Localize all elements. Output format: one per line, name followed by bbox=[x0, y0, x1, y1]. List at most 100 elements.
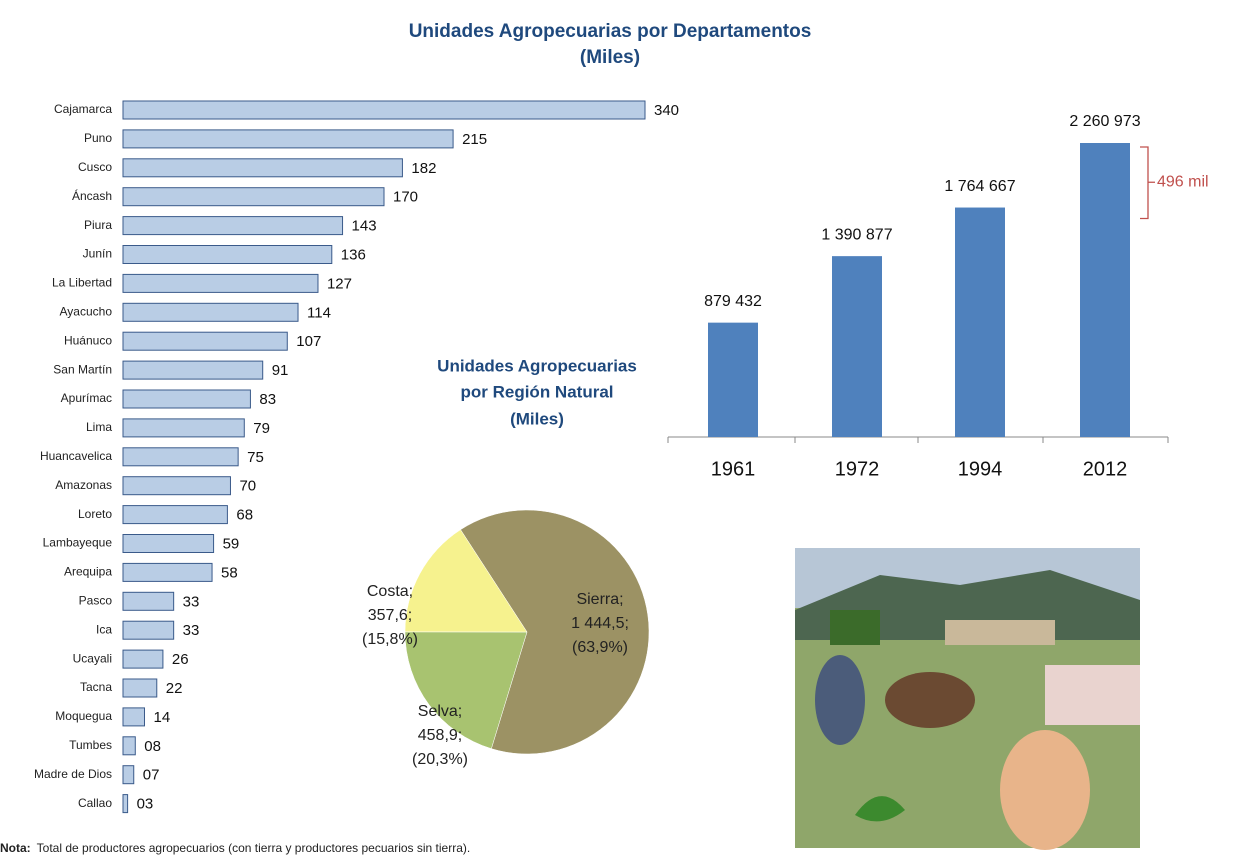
note-text: Total de productores agropecuarios (con … bbox=[37, 841, 471, 855]
bar bbox=[123, 477, 230, 495]
y-tick-label: Junín bbox=[83, 247, 112, 261]
y-tick-label: Puno bbox=[84, 131, 112, 145]
data-label: (20,3%) bbox=[412, 751, 468, 768]
photo-tractor bbox=[830, 610, 880, 645]
photo-animals bbox=[1045, 665, 1140, 725]
bar bbox=[123, 592, 174, 610]
bar bbox=[123, 419, 244, 437]
bar bbox=[123, 535, 214, 553]
data-label: 08 bbox=[144, 738, 161, 755]
bar bbox=[123, 650, 163, 668]
photo-house bbox=[945, 620, 1055, 645]
y-tick-label: Huancavelica bbox=[40, 449, 112, 463]
data-label: 33 bbox=[183, 593, 200, 610]
bar bbox=[123, 506, 227, 524]
data-label: Costa; bbox=[367, 583, 413, 600]
y-tick-label: Lima bbox=[86, 420, 112, 434]
y-tick-label: Cusco bbox=[78, 160, 112, 174]
bar bbox=[123, 332, 287, 350]
bar bbox=[123, 795, 128, 813]
data-label: 1 444,5; bbox=[571, 615, 629, 632]
data-label: 59 bbox=[223, 535, 240, 552]
data-label: 357,6; bbox=[368, 607, 412, 624]
data-label: 58 bbox=[221, 564, 238, 581]
data-label: 127 bbox=[327, 275, 352, 292]
x-tick-label: 2012 bbox=[1083, 458, 1128, 480]
pie-title-line: Unidades Agropecuarias bbox=[437, 356, 637, 375]
data-label: 143 bbox=[352, 218, 377, 235]
note-label: Nota: bbox=[0, 841, 31, 855]
data-label: (63,9%) bbox=[572, 639, 628, 656]
data-label: 1 764 667 bbox=[944, 178, 1015, 195]
chart-title: Unidades Agropecuarias por Departamentos bbox=[409, 21, 812, 42]
data-label: 70 bbox=[239, 478, 256, 495]
bar bbox=[123, 679, 157, 697]
y-tick-label: La Libertad bbox=[52, 276, 112, 290]
data-label: 91 bbox=[272, 362, 289, 379]
bar bbox=[123, 390, 250, 408]
data-label: (15,8%) bbox=[362, 631, 418, 648]
data-label: 215 bbox=[462, 131, 487, 148]
annotation: 496 mil bbox=[1157, 173, 1209, 190]
y-tick-label: Callao bbox=[78, 796, 112, 810]
y-tick-label: Loreto bbox=[78, 507, 112, 521]
annotation-bracket bbox=[1140, 147, 1155, 219]
data-label: 2 260 973 bbox=[1069, 113, 1140, 130]
data-label: 75 bbox=[247, 449, 264, 466]
bar bbox=[123, 708, 144, 726]
x-tick-label: 1972 bbox=[835, 458, 880, 480]
y-tick-label: Madre de Dios bbox=[34, 767, 112, 781]
data-label: 114 bbox=[307, 304, 331, 321]
bar bbox=[123, 361, 263, 379]
data-label: 1 390 877 bbox=[821, 226, 892, 243]
data-label: 458,9; bbox=[418, 727, 462, 744]
y-tick-label: Amazonas bbox=[55, 478, 112, 492]
photo-farmer bbox=[815, 655, 865, 745]
data-label: 136 bbox=[341, 246, 366, 263]
note: Nota: Total de productores agropecuarios … bbox=[0, 841, 470, 855]
bar bbox=[123, 737, 135, 755]
data-label: 68 bbox=[236, 507, 253, 524]
data-label: 33 bbox=[183, 622, 200, 639]
bar bbox=[708, 323, 758, 437]
y-tick-label: San Martín bbox=[53, 362, 112, 376]
y-tick-label: Arequipa bbox=[64, 565, 112, 579]
data-label: 170 bbox=[393, 189, 418, 206]
bar bbox=[123, 101, 645, 119]
bar bbox=[123, 217, 343, 235]
chart: Unidades Agropecuarias por Departamentos… bbox=[0, 0, 1236, 859]
data-label: 879 432 bbox=[704, 293, 762, 310]
y-tick-label: Cajamarca bbox=[54, 102, 112, 116]
page: {"chart_data": [ {"type": "bar", "orient… bbox=[0, 0, 1236, 859]
bar bbox=[123, 130, 453, 148]
y-tick-label: Apurímac bbox=[61, 391, 112, 405]
bar bbox=[123, 188, 384, 206]
data-label: 107 bbox=[296, 333, 321, 350]
x-tick-label: 1994 bbox=[958, 458, 1003, 480]
y-tick-label: Ica bbox=[96, 622, 112, 636]
bar bbox=[832, 256, 882, 437]
y-tick-label: Ucayali bbox=[73, 651, 112, 665]
y-tick-label: Tacna bbox=[80, 680, 112, 694]
pie-subtitle: (Miles) bbox=[510, 409, 564, 428]
y-tick-label: Moquegua bbox=[55, 709, 112, 723]
x-tick-label: 1961 bbox=[711, 458, 756, 480]
data-label: 182 bbox=[411, 160, 436, 177]
data-label: 26 bbox=[172, 651, 189, 668]
y-tick-label: Pasco bbox=[79, 593, 113, 607]
data-label: 79 bbox=[253, 420, 270, 437]
y-tick-label: Piura bbox=[84, 218, 112, 232]
bar bbox=[123, 448, 238, 466]
bar bbox=[123, 621, 174, 639]
data-label: 07 bbox=[143, 767, 160, 784]
data-label: Selva; bbox=[418, 703, 462, 720]
bar bbox=[123, 246, 332, 264]
data-label: 22 bbox=[166, 680, 183, 697]
y-tick-label: Tumbes bbox=[69, 738, 112, 752]
bar bbox=[123, 274, 318, 292]
photo-cow bbox=[885, 672, 975, 728]
chart-subtitle: (Miles) bbox=[580, 47, 640, 68]
data-label: Sierra; bbox=[576, 591, 623, 608]
bar bbox=[123, 303, 298, 321]
bar bbox=[123, 563, 212, 581]
